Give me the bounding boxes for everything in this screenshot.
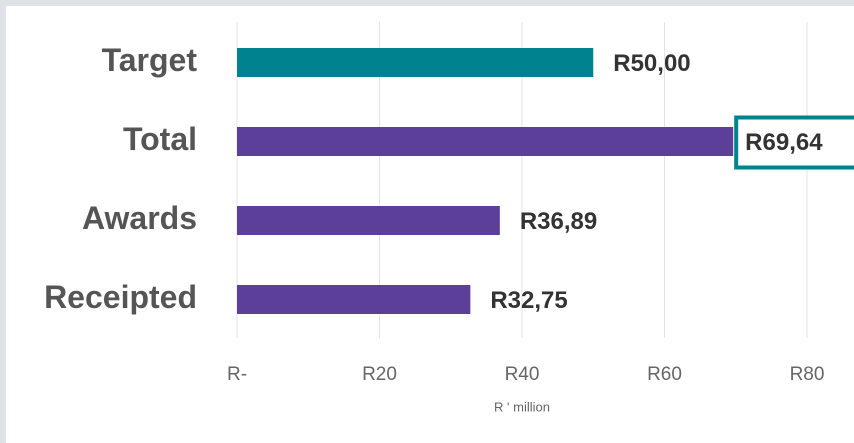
category-label: Total: [123, 121, 197, 157]
frame-left: [0, 0, 6, 443]
value-label-box: [734, 115, 854, 170]
x-tick-label: R80: [790, 364, 825, 385]
category-label: Target: [102, 42, 198, 78]
x-tick-label: R40: [505, 364, 540, 385]
bar: [237, 206, 500, 235]
x-tick-label: R-: [227, 364, 247, 385]
value-label: R36,89: [520, 208, 597, 235]
x-tick-label: R20: [362, 364, 397, 385]
x-tick-label: R60: [647, 364, 682, 385]
category-label: Awards: [82, 200, 197, 236]
frame-top: [0, 0, 854, 6]
value-label: R32,75: [490, 287, 567, 314]
category-label: Receipted: [44, 279, 197, 315]
value-label: R50,00: [613, 50, 690, 77]
bar: [237, 48, 594, 77]
bar: [237, 127, 734, 156]
x-axis-label: R ' million: [494, 399, 550, 414]
bar: [237, 285, 471, 314]
value-label: R69,64: [745, 129, 823, 156]
